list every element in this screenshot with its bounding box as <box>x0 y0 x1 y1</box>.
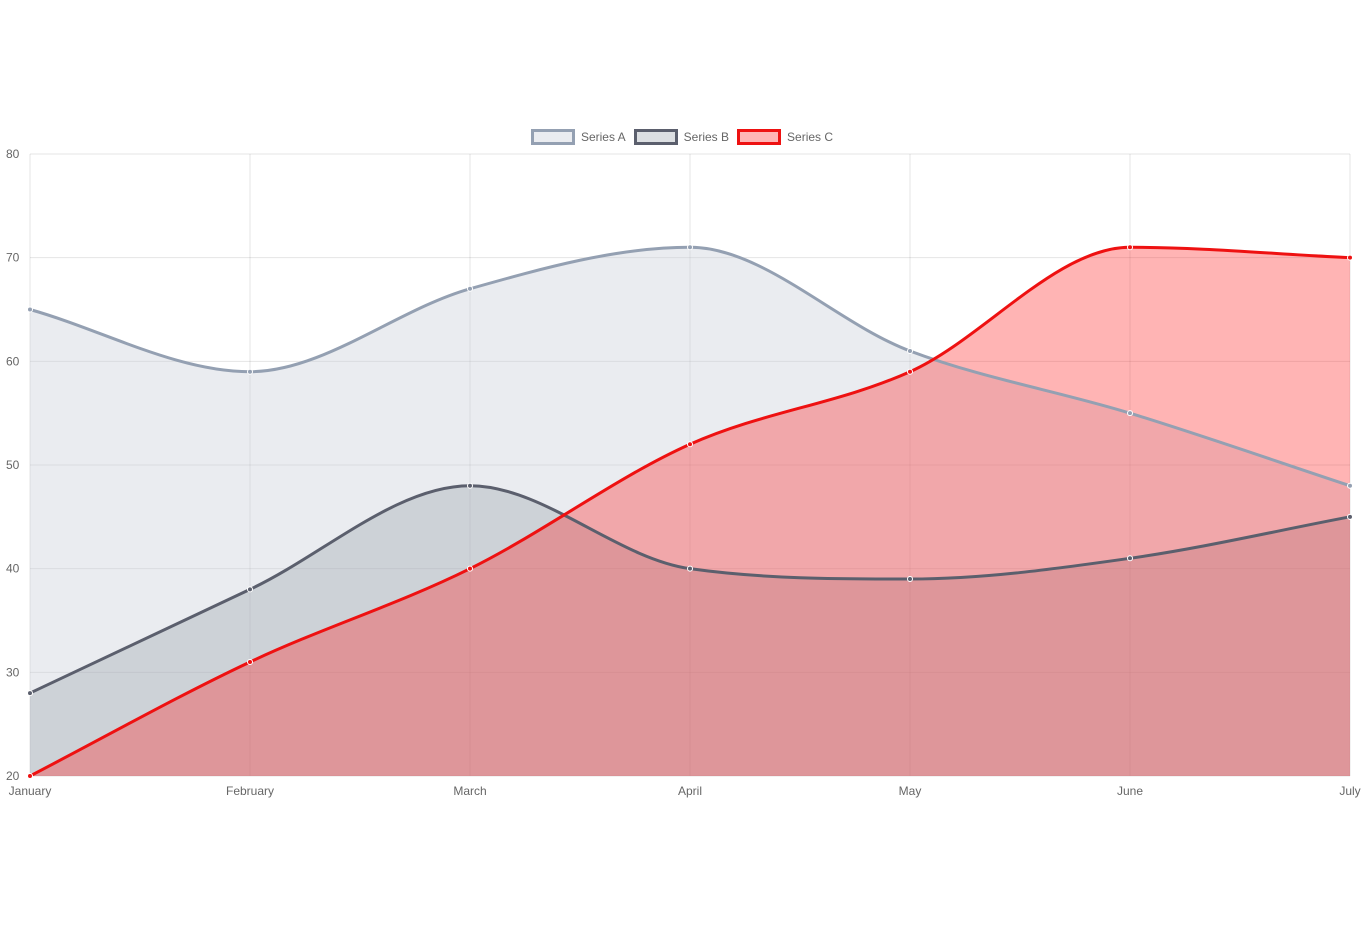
data-point[interactable] <box>687 441 693 448</box>
legend-item-series-b[interactable]: Series B <box>633 129 730 145</box>
y-tick-label: 30 <box>6 665 20 679</box>
data-point[interactable] <box>1127 555 1133 562</box>
data-point[interactable] <box>1347 513 1353 520</box>
x-tick-label: January <box>9 784 52 798</box>
x-tick-label: June <box>1117 784 1143 798</box>
y-tick-label: 80 <box>6 147 20 161</box>
data-point[interactable] <box>247 586 253 593</box>
data-point[interactable] <box>27 690 33 697</box>
legend-label-series-c: Series C <box>787 130 834 144</box>
data-point[interactable] <box>1347 482 1353 489</box>
series-areas <box>30 247 1350 777</box>
y-tick-label: 60 <box>6 354 20 368</box>
x-tick-label: July <box>1339 784 1360 798</box>
y-tick-label: 40 <box>6 562 20 576</box>
data-point[interactable] <box>247 368 253 375</box>
legend-swatch-series-a <box>530 129 575 145</box>
data-point[interactable] <box>27 306 33 313</box>
data-point[interactable] <box>687 565 693 572</box>
x-tick-label: March <box>453 784 486 798</box>
series-points <box>27 244 1353 779</box>
series-area-2 <box>30 247 1350 777</box>
legend-item-series-a[interactable]: Series A <box>530 129 626 145</box>
data-point[interactable] <box>907 347 913 354</box>
chart-legend: Series A Series B Series C <box>0 129 1364 145</box>
axis-labels: 20 30 40 50 60 70 80 January February March April M… <box>6 147 1361 798</box>
legend-swatch-series-c <box>737 129 782 145</box>
data-point[interactable] <box>467 565 473 572</box>
data-point[interactable] <box>27 773 33 779</box>
data-point[interactable] <box>247 658 253 665</box>
data-point[interactable] <box>1347 254 1353 261</box>
y-tick-label: 70 <box>6 251 20 265</box>
y-tick-label: 20 <box>6 769 20 783</box>
x-tick-label: April <box>678 784 702 798</box>
data-point[interactable] <box>1127 244 1133 251</box>
legend-item-series-c[interactable]: Series C <box>737 129 833 145</box>
data-point[interactable] <box>907 368 913 375</box>
y-tick-label: 50 <box>6 458 20 472</box>
data-point[interactable] <box>907 576 913 583</box>
series-area-0 <box>30 247 1350 777</box>
x-tick-label: February <box>226 784 274 798</box>
legend-label-series-a: Series A <box>580 130 626 144</box>
data-point[interactable] <box>467 285 473 292</box>
series-area-1 <box>30 485 1350 776</box>
data-point[interactable] <box>687 244 693 251</box>
data-point[interactable] <box>467 482 473 489</box>
x-tick-label: May <box>899 784 922 798</box>
legend-label-series-b: Series B <box>683 130 730 144</box>
legend-swatch-series-b <box>633 129 678 145</box>
data-point[interactable] <box>1127 410 1133 417</box>
